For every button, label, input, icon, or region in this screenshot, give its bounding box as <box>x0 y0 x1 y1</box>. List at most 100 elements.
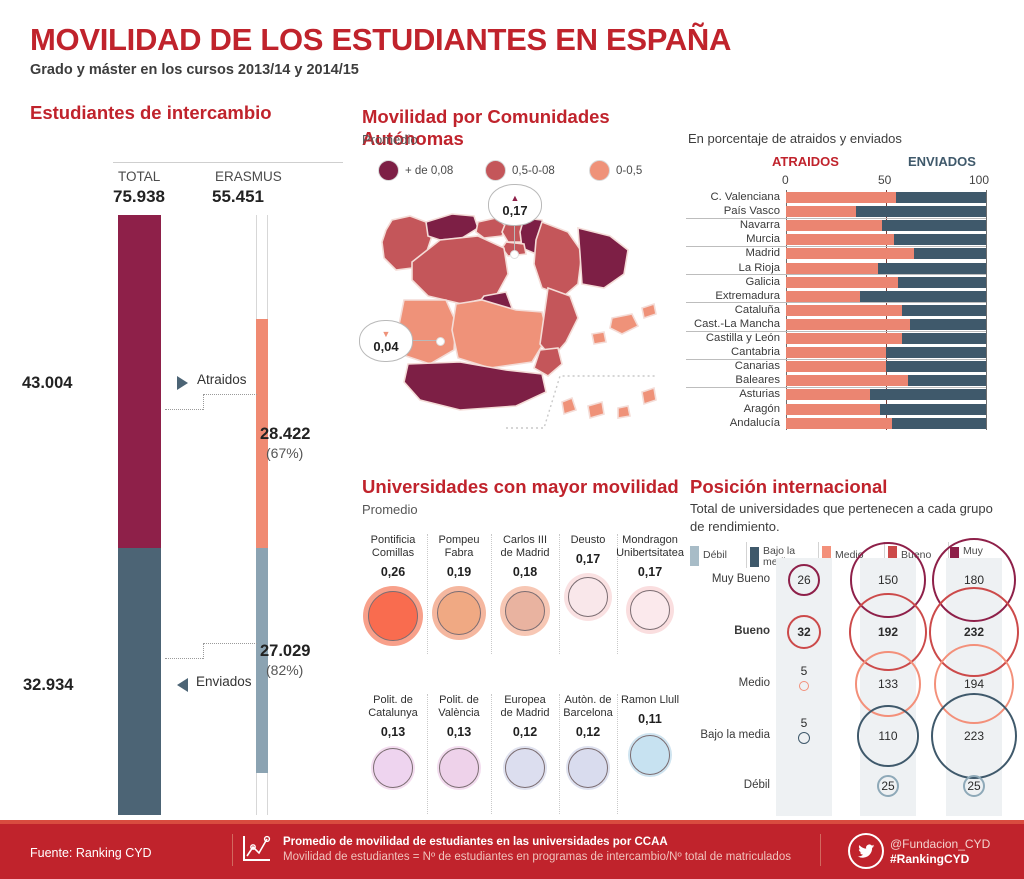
column-value-total: 75.938 <box>113 187 165 206</box>
footer-hashtag[interactable]: #RankingCYD <box>890 852 970 866</box>
bar-segment-enviados <box>908 375 986 387</box>
university-card[interactable]: Mondragon Unibertsitatea 0,17 <box>614 534 686 634</box>
map-legend-item-2[interactable]: 0-0,5 <box>589 160 642 181</box>
total-attracted-value: 43.004 <box>22 374 73 392</box>
sent-leader-b <box>203 644 204 659</box>
callout-max-value: 0,17 <box>502 202 528 218</box>
bar-segment-enviados <box>882 220 986 232</box>
chart-group-separator <box>686 386 986 388</box>
bar-segment-atraidos <box>786 375 908 387</box>
university-name: Mondragon Unibertsitatea <box>616 534 684 559</box>
legend-swatch-icon <box>750 547 759 568</box>
erasmus-attracted-pct: (67%) <box>266 445 304 461</box>
university-card[interactable]: Pompeu Fabra 0,19 <box>428 534 490 640</box>
chart-bar-row[interactable] <box>786 290 986 302</box>
chart-bar-row[interactable] <box>786 248 986 260</box>
university-value: 0,18 <box>512 564 538 579</box>
university-name: Polit. de València <box>438 694 480 719</box>
chart-row-label: Asturias <box>739 388 780 401</box>
chart-row-label: Murcia <box>746 233 780 246</box>
university-name: Autòn. de Barcelona <box>563 694 613 719</box>
university-separator <box>427 694 428 814</box>
chart-group-separator <box>686 358 986 360</box>
series-label-atraidos: ATRAIDOS <box>772 154 839 169</box>
callout-max[interactable]: ▲ 0,17 <box>488 184 542 226</box>
bar-segment-enviados <box>860 290 986 302</box>
university-bubble <box>566 745 610 790</box>
sent-arrow-icon <box>177 678 188 692</box>
university-bubble-core <box>505 590 545 631</box>
chart-group-separator <box>686 330 986 332</box>
x-tick-0: 0 <box>782 173 789 187</box>
university-name: Polit. de Catalunya <box>368 694 418 719</box>
total-sent-value: 32.934 <box>23 676 74 694</box>
twitter-icon[interactable] <box>848 833 884 869</box>
chart-bar-row[interactable] <box>786 347 986 359</box>
university-card[interactable]: Polit. de València 0,13 <box>428 694 490 790</box>
bar-segment-enviados <box>910 318 986 330</box>
page-subtitle: Grado y máster en los cursos 2013/14 y 2… <box>30 62 359 78</box>
university-bubble <box>371 745 415 790</box>
international-bubble[interactable]: 32 <box>787 615 821 649</box>
callout-1-anchor <box>436 337 445 346</box>
chart-bar-row[interactable] <box>786 389 986 401</box>
bar-segment-atraidos <box>786 248 914 260</box>
bar-segment-atraidos <box>786 206 856 218</box>
international-legend-item[interactable]: Débil <box>690 546 727 566</box>
sent-label: Enviados <box>196 674 252 689</box>
bar-segment-atraidos <box>786 262 878 274</box>
map-region-cataluna <box>577 226 629 289</box>
international-bubble[interactable]: 25 <box>877 775 899 797</box>
university-card[interactable]: Pontificia Comillas 0,26 <box>360 534 426 646</box>
callout-min[interactable]: ▼ 0,04 <box>359 320 413 362</box>
chart-row-label: Cantabria <box>731 346 780 359</box>
map-legend-item-1[interactable]: 0,5-0-08 <box>485 160 555 181</box>
chart-bar-row[interactable] <box>786 220 986 232</box>
university-name: Europea de Madrid <box>500 694 550 719</box>
chart-bar-row[interactable] <box>786 403 986 415</box>
university-bubble-core <box>505 747 545 788</box>
chart-bar-row[interactable] <box>786 417 986 429</box>
chart-bar-row[interactable] <box>786 192 986 203</box>
footer-handle[interactable]: @Fundacion_CYD <box>890 837 991 851</box>
chart-bar-row[interactable] <box>786 206 986 218</box>
university-card[interactable]: Carlos III de Madrid 0,18 <box>492 534 558 636</box>
university-card[interactable]: Europea de Madrid 0,12 <box>492 694 558 790</box>
international-row-label: Débil <box>743 779 770 791</box>
university-bubble <box>500 585 550 636</box>
international-bubble[interactable]: 26 <box>788 564 820 596</box>
chart-bar-row[interactable] <box>786 361 986 373</box>
map-region-canarias-a <box>561 396 578 416</box>
university-card[interactable]: Polit. de Catalunya 0,13 <box>360 694 426 790</box>
map-legend-item-0[interactable]: + de 0,08 <box>378 160 453 181</box>
column-value-erasmus: 55.451 <box>212 187 264 206</box>
footer-divider-right <box>820 834 821 866</box>
chart-bar-row[interactable] <box>786 276 986 288</box>
international-bubble[interactable] <box>799 681 809 691</box>
spain-map[interactable] <box>356 192 686 442</box>
international-bubble[interactable]: 25 <box>963 775 985 797</box>
chart-bar-row[interactable] <box>786 234 986 246</box>
international-legend-item[interactable]: Medio <box>822 546 864 566</box>
chart-row-label: Galicia <box>745 275 780 288</box>
total-sent-segment <box>118 548 161 815</box>
map-region-baleares-ibiza <box>591 331 607 345</box>
university-separator <box>559 694 560 814</box>
map-region-baleares-menorca <box>641 302 657 320</box>
university-card[interactable]: Autòn. de Barcelona 0,12 <box>560 694 616 790</box>
international-bubble[interactable]: 223 <box>931 693 1017 779</box>
total-bar <box>118 215 161 815</box>
university-card[interactable]: Ramon Llull 0,11 <box>614 694 686 777</box>
university-bubble <box>503 745 547 790</box>
callout-0-stem <box>514 222 516 252</box>
chart-bar-row[interactable] <box>786 262 986 274</box>
international-bubble[interactable] <box>798 732 810 744</box>
university-card[interactable]: Deusto 0,17 <box>560 534 616 621</box>
international-bubble[interactable]: 110 <box>857 705 919 767</box>
chart-bar-row[interactable] <box>786 304 986 316</box>
callout-0-anchor <box>510 250 519 259</box>
chart-bar-row[interactable] <box>786 333 986 344</box>
chart-bar-row[interactable] <box>786 375 986 387</box>
chart-bar-row[interactable] <box>786 318 986 330</box>
